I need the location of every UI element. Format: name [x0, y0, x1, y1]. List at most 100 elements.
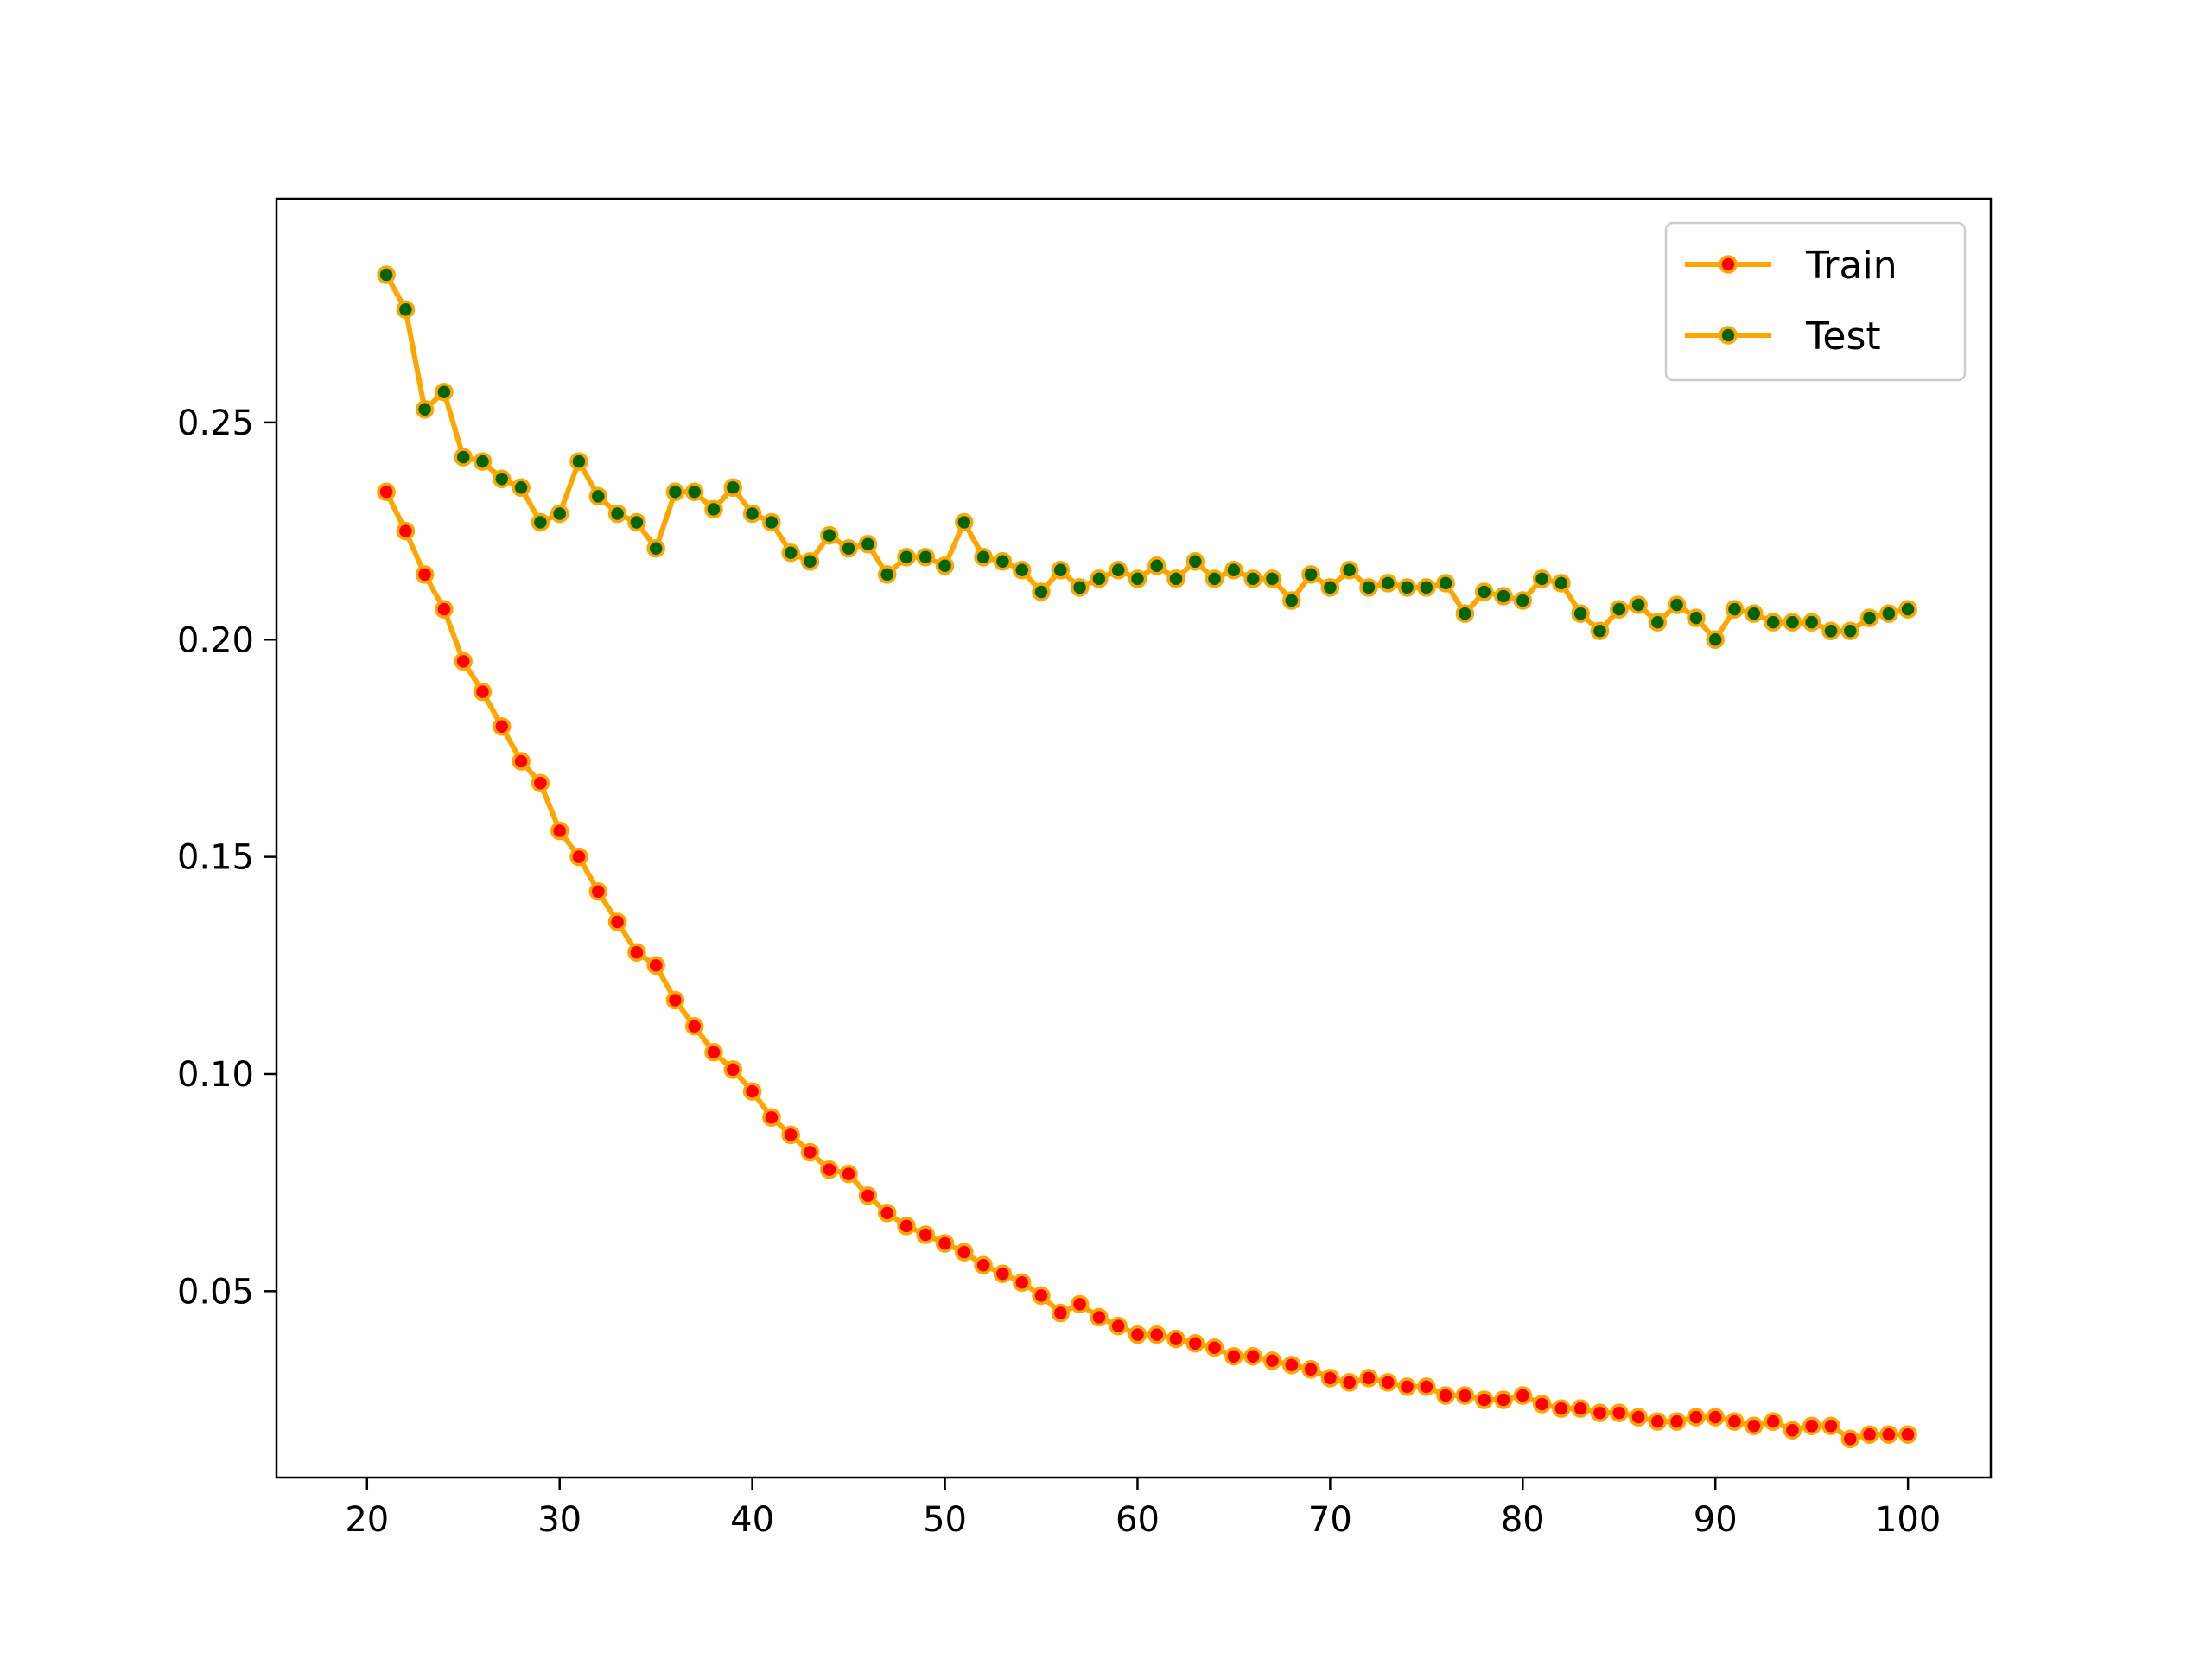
- data-point-test: [377, 265, 396, 284]
- data-point-test: [1359, 578, 1378, 597]
- data-point-train: [588, 882, 608, 901]
- data-point-train: [1745, 1416, 1764, 1435]
- data-point-train: [377, 482, 396, 502]
- data-point-train: [531, 773, 550, 792]
- data-point-train: [1725, 1412, 1745, 1431]
- data-point-test: [415, 400, 435, 419]
- data-point-test: [684, 482, 704, 502]
- data-point-test: [493, 469, 512, 489]
- data-point-train: [1032, 1286, 1051, 1306]
- plot-frame: [275, 197, 1993, 1479]
- legend-label-test: Test: [1805, 315, 1881, 359]
- data-point-test: [1397, 578, 1417, 597]
- data-point-test: [1243, 569, 1262, 588]
- x-tick-label: 50: [923, 1500, 967, 1540]
- data-point-train: [1494, 1390, 1513, 1409]
- data-point-test: [897, 547, 916, 567]
- data-point-train: [1205, 1338, 1224, 1357]
- data-point-train: [935, 1234, 955, 1253]
- data-point-test: [665, 482, 685, 502]
- data-point-test: [396, 300, 416, 319]
- data-point-train: [1147, 1325, 1166, 1344]
- data-point-train: [1012, 1273, 1032, 1293]
- data-point-test: [1455, 604, 1475, 623]
- data-point-train: [781, 1125, 800, 1145]
- data-point-train: [742, 1082, 762, 1101]
- data-point-train: [1802, 1416, 1821, 1435]
- data-point-train: [1397, 1377, 1417, 1396]
- data-point-test: [1474, 582, 1494, 601]
- data-point-test: [1571, 604, 1590, 623]
- data-point-test: [569, 452, 588, 471]
- data-point-train: [550, 821, 569, 841]
- data-point-train: [1629, 1408, 1648, 1427]
- data-point-test: [723, 478, 743, 498]
- data-point-train: [1185, 1333, 1205, 1353]
- data-point-train: [1051, 1303, 1071, 1323]
- data-point-train: [1821, 1416, 1840, 1435]
- y-tick-label: 0.10: [177, 1055, 254, 1095]
- data-point-train: [1224, 1346, 1243, 1366]
- data-point-test: [839, 538, 858, 558]
- data-point-test: [1802, 613, 1821, 632]
- data-point-train: [396, 521, 416, 541]
- data-point-train: [1359, 1369, 1378, 1388]
- data-point-train: [1474, 1390, 1494, 1409]
- data-point-test: [1764, 613, 1783, 632]
- data-point-test: [1166, 569, 1185, 588]
- data-point-train: [415, 565, 435, 584]
- y-tick-label: 0.25: [177, 404, 254, 443]
- data-point-train: [916, 1225, 935, 1244]
- data-point-train: [1764, 1412, 1783, 1431]
- series-layer: [377, 265, 1917, 1449]
- data-point-test: [1090, 569, 1109, 588]
- data-point-train: [858, 1185, 878, 1205]
- data-point-train: [1301, 1360, 1320, 1379]
- data-point-test: [916, 547, 935, 567]
- data-point-test: [820, 525, 839, 545]
- y-axis: 0.05 0.10 0.15 0.20 0.25: [177, 404, 276, 1312]
- data-point-test: [858, 534, 878, 554]
- data-point-test: [435, 382, 454, 402]
- data-point-test: [1821, 621, 1840, 640]
- data-point-test: [877, 565, 897, 584]
- plot-area: [276, 199, 1991, 1478]
- data-point-test: [762, 512, 781, 532]
- data-point-train: [1166, 1329, 1185, 1349]
- x-tick-label: 90: [1694, 1500, 1738, 1540]
- data-point-train: [1417, 1377, 1436, 1396]
- data-point-test: [1745, 604, 1764, 623]
- data-point-train: [569, 847, 588, 867]
- legend-label-train: Train: [1805, 244, 1897, 288]
- x-tick-label: 40: [730, 1500, 774, 1540]
- data-point-test: [1224, 561, 1243, 580]
- x-tick-label: 30: [537, 1500, 582, 1540]
- data-point-train: [1243, 1346, 1262, 1366]
- data-point-train: [955, 1243, 974, 1262]
- data-point-test: [607, 504, 627, 524]
- x-tick-label: 20: [345, 1500, 389, 1540]
- data-point-test: [1301, 565, 1320, 584]
- data-point-test: [1783, 613, 1802, 632]
- data-point-train: [1590, 1403, 1610, 1422]
- data-point-test: [1648, 613, 1668, 632]
- data-point-train: [1571, 1399, 1590, 1418]
- x-axis: 20 30 40 50 60 70 80 90 100: [345, 1478, 1941, 1540]
- data-point-train: [877, 1204, 897, 1223]
- data-point-train: [704, 1043, 723, 1062]
- data-point-train: [839, 1164, 858, 1184]
- x-tick-label: 70: [1308, 1500, 1352, 1540]
- data-point-train: [627, 943, 646, 962]
- data-point-train: [897, 1217, 916, 1236]
- data-point-train: [1109, 1316, 1128, 1336]
- data-point-train: [1667, 1412, 1687, 1431]
- data-point-train: [1610, 1403, 1629, 1422]
- data-point-train: [646, 956, 665, 976]
- data-point-train: [1840, 1429, 1860, 1449]
- data-point-test: [550, 504, 569, 524]
- data-point-train: [993, 1264, 1013, 1283]
- data-point-train: [800, 1142, 820, 1162]
- y-tick-label: 0.20: [177, 620, 254, 660]
- data-point-test: [1070, 578, 1090, 597]
- data-point-test: [1128, 569, 1147, 588]
